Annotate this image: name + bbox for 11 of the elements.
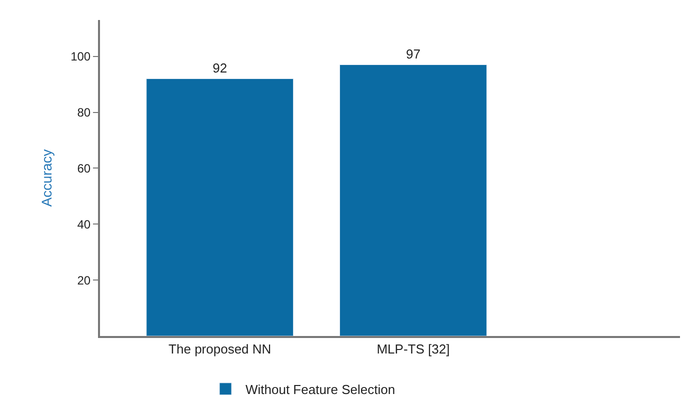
legend-label: Without Feature Selection — [246, 382, 396, 397]
y-axis-title: Accuracy — [38, 149, 55, 207]
data-label: 92 — [212, 60, 228, 76]
y-tick-label: 100 — [70, 50, 91, 64]
data-label: 97 — [406, 46, 420, 62]
x-tick-label: The proposed NN — [168, 342, 272, 357]
y-tick-label: 40 — [77, 217, 91, 232]
y-tick-label: 60 — [77, 161, 91, 176]
x-tick-label: MLP-TS [32] — [376, 342, 450, 357]
y-tick-label: 80 — [77, 105, 91, 120]
y-tick-label: 20 — [77, 273, 91, 288]
